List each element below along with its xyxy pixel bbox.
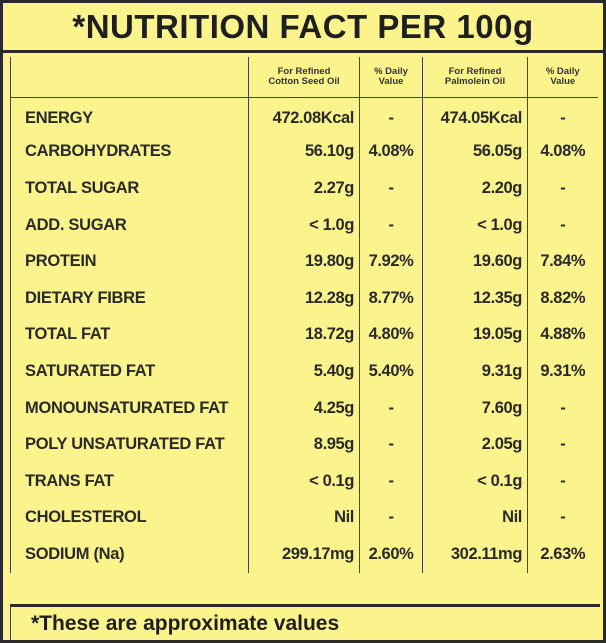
- header-cotton-dv-line2: Value: [378, 75, 404, 87]
- cotton-seed-oil-daily-value: 2.60%: [359, 536, 423, 573]
- palmolein-oil-value: Nil: [422, 499, 528, 537]
- table-row: TOTAL SUGAR 2.27g -2.20g -: [10, 170, 598, 207]
- nutrition-title: *NUTRITION FACT PER 100g: [3, 3, 603, 53]
- palmolein-oil-value: 19.05g: [422, 316, 528, 354]
- table-row: TRANS FAT < 0.1g - < 0.1g -: [10, 462, 598, 500]
- cotton-seed-oil-daily-value: -: [359, 426, 423, 463]
- cotton-seed-oil-value: 19.80g: [248, 243, 360, 280]
- palmolein-oil-daily-value: 2.63%: [527, 536, 598, 573]
- palmolein-oil-daily-value: -: [527, 426, 598, 463]
- header-palm-line2: Palmolein Oil: [444, 75, 506, 87]
- table-row: MONOUNSATURATED FAT 4.25g -7.60g -: [10, 389, 598, 427]
- cotton-seed-oil-daily-value: 4.08%: [359, 133, 423, 171]
- cotton-seed-oil-daily-value: 4.80%: [359, 316, 423, 354]
- table-row: CHOLESTEROL Nil - Nil -: [10, 499, 598, 537]
- cotton-seed-oil-daily-value: -: [359, 462, 423, 500]
- palmolein-oil-value: 7.60g: [422, 389, 528, 427]
- palmolein-oil-value: 9.31g: [422, 353, 528, 390]
- table-row: CARBOHYDRATES 56.10g 4.08% 56.05g 4.08%: [10, 133, 598, 171]
- cotton-seed-oil-value: 4.25g: [248, 389, 360, 427]
- table-header-row: For Refined Cotton Seed Oil % Daily Valu…: [10, 57, 598, 98]
- table-row: DIETARY FIBRE 12.28g 8.77% 12.35g 8.82%: [10, 279, 598, 317]
- nutrient-name: TOTAL FAT: [10, 316, 249, 354]
- cotton-seed-oil-value: 472.08Kcal: [248, 97, 360, 134]
- cotton-seed-oil-daily-value: -: [359, 499, 423, 537]
- cotton-seed-oil-value: < 1.0g: [248, 206, 360, 244]
- cotton-seed-oil-value: 56.10g: [248, 133, 360, 171]
- palmolein-oil-value: 302.11mg: [422, 536, 528, 573]
- header-cotton-dv-line1: % Daily: [374, 65, 408, 77]
- palmolein-oil-value: < 1.0g: [422, 206, 528, 244]
- table-row: TOTAL FAT 18.72g 4.80% 19.05g 4.88%: [10, 316, 598, 354]
- header-palm-daily-value: % Daily Value: [527, 57, 598, 98]
- palmolein-oil-value: 56.05g: [422, 133, 528, 171]
- nutrient-name: TOTAL SUGAR: [10, 170, 249, 207]
- cotton-seed-oil-daily-value: 5.40%: [359, 353, 423, 390]
- palmolein-oil-daily-value: 8.82%: [527, 279, 598, 317]
- palmolein-oil-daily-value: -: [527, 462, 598, 500]
- cotton-seed-oil-value: 12.28g: [248, 279, 360, 317]
- palmolein-oil-daily-value: 4.88%: [527, 316, 598, 354]
- palmolein-oil-value: 19.60g: [422, 243, 528, 280]
- palmolein-oil-daily-value: -: [527, 170, 598, 207]
- cotton-seed-oil-value: < 0.1g: [248, 462, 360, 500]
- table-row: POLY UNSATURATED FAT 8.95g -2.05g -: [10, 426, 598, 463]
- table-row: SODIUM (Na) 299.17mg 2.60% 302.11mg 2.63%: [10, 536, 598, 573]
- palmolein-oil-daily-value: -: [527, 499, 598, 537]
- header-palm-dv-line1: % Daily: [545, 65, 580, 77]
- nutrient-name: MONOUNSATURATED FAT: [10, 389, 249, 427]
- palmolein-oil-value: 474.05Kcal: [422, 97, 528, 134]
- palmolein-oil-daily-value: -: [527, 206, 598, 244]
- header-palm-line1: For Refined: [448, 65, 502, 77]
- header-palmolein-oil: For Refined Palmolein Oil: [422, 57, 528, 98]
- cotton-seed-oil-value: 18.72g: [248, 316, 360, 354]
- cotton-seed-oil-daily-value: -: [359, 206, 423, 244]
- nutrient-name: ENERGY: [10, 97, 249, 134]
- cotton-seed-oil-value: 5.40g: [248, 353, 360, 390]
- palmolein-oil-value: 2.20g: [422, 170, 528, 207]
- cotton-seed-oil-value: Nil: [248, 499, 360, 537]
- palmolein-oil-daily-value: 4.08%: [527, 133, 598, 171]
- cotton-seed-oil-daily-value: -: [359, 170, 423, 207]
- header-cotton-daily-value: % Daily Value: [359, 57, 423, 98]
- nutrient-name: SODIUM (Na): [10, 536, 249, 573]
- nutrient-name: SATURATED FAT: [10, 353, 249, 390]
- palmolein-oil-daily-value: 9.31%: [527, 353, 598, 390]
- palmolein-oil-daily-value: -: [527, 389, 598, 427]
- palmolein-oil-value: 2.05g: [422, 426, 528, 463]
- header-cotton-line1: For Refined: [277, 65, 331, 77]
- nutrient-name: POLY UNSATURATED FAT: [10, 426, 249, 463]
- nutrient-name: CARBOHYDRATES: [10, 133, 249, 171]
- cotton-seed-oil-value: 299.17mg: [248, 536, 360, 573]
- nutrient-name: CHOLESTEROL: [10, 499, 249, 537]
- nutrient-name: PROTEIN: [10, 243, 249, 280]
- cotton-seed-oil-daily-value: 8.77%: [359, 279, 423, 317]
- nutrient-name: ADD. SUGAR: [10, 206, 249, 244]
- nutrient-name: DIETARY FIBRE: [10, 279, 249, 317]
- header-cotton-seed-oil: For Refined Cotton Seed Oil: [248, 57, 360, 98]
- table-row: ENERGY 472.08Kcal -474.05Kcal -: [10, 97, 598, 134]
- table-row: SATURATED FAT 5.40g 5.40% 9.31g 9.31%: [10, 353, 598, 390]
- cotton-seed-oil-daily-value: -: [359, 97, 423, 134]
- table-row: PROTEIN 19.80g 7.92% 19.60g 7.84%: [10, 243, 598, 280]
- nutrient-name: TRANS FAT: [10, 462, 249, 500]
- palmolein-oil-daily-value: -: [527, 97, 598, 134]
- cotton-seed-oil-daily-value: -: [359, 389, 423, 427]
- palmolein-oil-daily-value: 7.84%: [527, 243, 598, 280]
- palmolein-oil-value: 12.35g: [422, 279, 528, 317]
- header-nutrient: [10, 57, 249, 98]
- footer-note: *These are approximate values: [10, 604, 600, 640]
- palmolein-oil-value: < 0.1g: [422, 462, 528, 500]
- nutrition-table: For Refined Cotton Seed Oil % Daily Valu…: [10, 57, 598, 573]
- table-row: ADD. SUGAR < 1.0g - < 1.0g -: [10, 206, 598, 244]
- cotton-seed-oil-daily-value: 7.92%: [359, 243, 423, 280]
- cotton-seed-oil-value: 2.27g: [248, 170, 360, 207]
- cotton-seed-oil-value: 8.95g: [248, 426, 360, 463]
- header-palm-dv-line2: Value: [550, 75, 576, 87]
- header-cotton-line2: Cotton Seed Oil: [268, 75, 340, 87]
